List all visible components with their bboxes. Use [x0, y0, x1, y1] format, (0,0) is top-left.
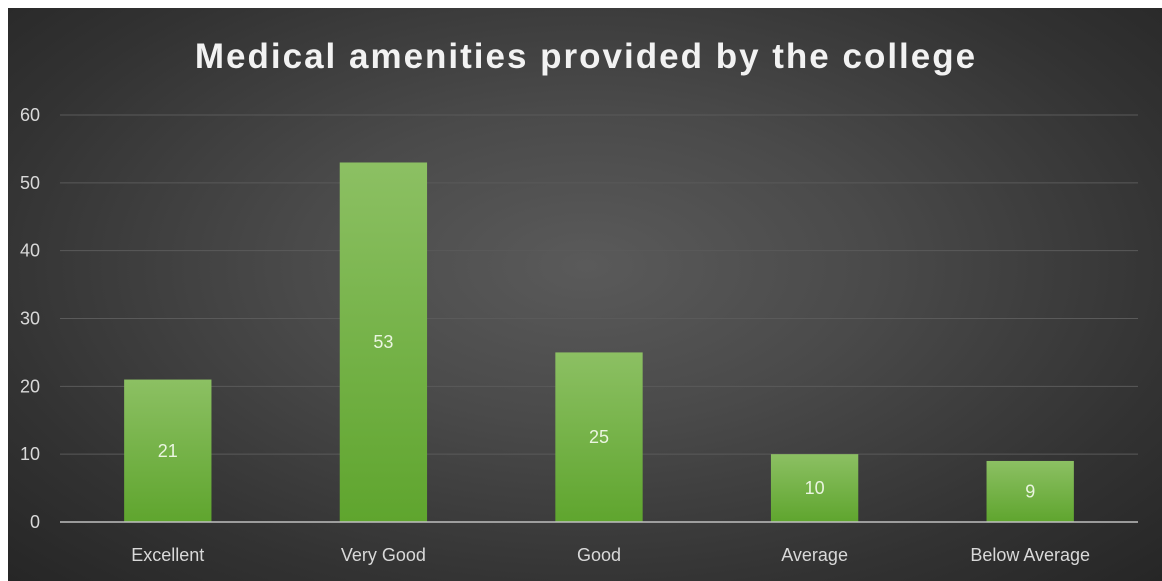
- chart-title: Medical amenities provided by the colleg…: [195, 37, 977, 76]
- data-labels: 21 53 25 10 9: [158, 332, 1035, 501]
- grid-layer: [60, 114, 1138, 455]
- category-label-0: Excellent: [131, 545, 204, 565]
- bar-4: [986, 460, 1074, 522]
- bar-0: [124, 379, 212, 522]
- data-label-1: 53: [373, 332, 393, 352]
- y-tick-label-20: 20: [20, 376, 40, 396]
- bar-1: [339, 162, 428, 522]
- y-tick-label-40: 40: [20, 241, 40, 261]
- y-tick-label-50: 50: [20, 173, 40, 193]
- category-label-1: Very Good: [341, 545, 426, 565]
- y-axis-ticks: 0 10 20 30 40 50 60: [20, 105, 40, 532]
- x-axis-categories: Excellent Very Good Good Average Below Avera…: [131, 545, 1090, 565]
- category-label-2: Good: [577, 545, 621, 565]
- chart-area: Medical amenities provided by the colleg…: [8, 8, 1162, 581]
- y-tick-label-0: 0: [30, 512, 40, 532]
- bar-chart: Medical amenities provided by the colleg…: [20, 37, 1138, 565]
- bars: [124, 162, 1074, 522]
- bar-3: [770, 454, 859, 522]
- category-label-3: Average: [781, 545, 848, 565]
- y-tick-label-60: 60: [20, 105, 40, 125]
- data-label-2: 25: [589, 427, 609, 447]
- y-tick-label-10: 10: [20, 444, 40, 464]
- data-label-3: 10: [805, 478, 825, 498]
- y-tick-label-30: 30: [20, 309, 40, 329]
- data-label-4: 9: [1025, 481, 1035, 501]
- bar-2: [555, 352, 643, 522]
- category-label-4: Below Average: [970, 545, 1090, 565]
- data-label-0: 21: [158, 441, 178, 461]
